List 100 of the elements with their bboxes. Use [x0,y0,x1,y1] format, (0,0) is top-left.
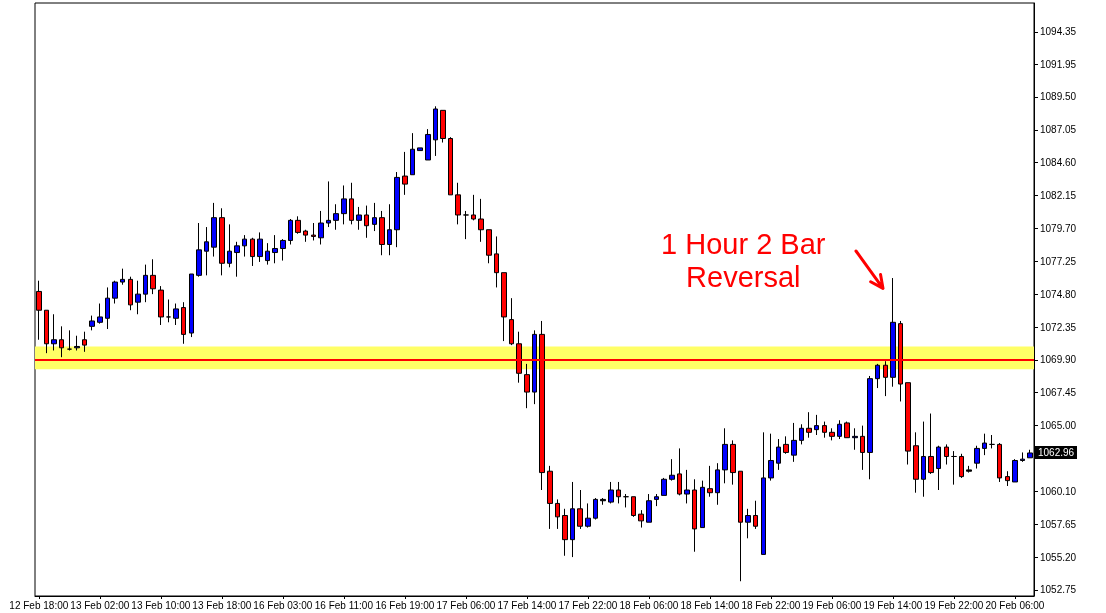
candlestick [425,128,431,161]
candlestick [982,433,987,456]
candlestick [661,477,667,496]
y-tick-label: 1094.35 [1040,26,1077,38]
candlestick [890,277,896,388]
x-tick-label: 13 Feb 10:00 [131,599,191,611]
candlestick [173,303,179,326]
candlestick [448,136,453,196]
candlestick [524,363,530,409]
candlestick [577,489,583,530]
candlestick [1020,451,1025,463]
candlestick [288,218,293,245]
candlestick [761,431,766,555]
y-tick-label: 1091.95 [1040,58,1077,70]
candlestick [600,497,606,506]
candlestick [486,229,492,264]
candlestick [211,202,217,258]
candlestick [959,453,964,479]
candlestick [44,309,49,354]
candlestick [120,268,125,286]
candlestick [509,297,514,346]
candlestick [562,508,568,557]
candlestick [822,421,827,439]
candlestick [433,105,438,157]
candlestick [837,419,842,440]
candlestick [844,421,850,439]
candlestick [654,493,659,507]
candlestick [82,331,87,353]
candlestick [112,280,118,305]
candlestick [700,480,705,529]
candlestick [921,421,926,498]
candlestick [59,325,64,358]
x-tick-label: 19 Feb 14:00 [863,599,923,611]
x-tick-label: 18 Feb 06:00 [619,599,679,611]
y-tick-label: 1077.25 [1040,255,1077,267]
candlestick [143,264,148,303]
y-tick-label: 1057.65 [1040,518,1077,530]
candlestick [387,203,392,256]
candlestick [532,329,537,405]
y-tick-label: 1069.90 [1040,354,1077,366]
candlestick [783,435,789,455]
candlestick [478,198,484,243]
x-tick-label: 17 Feb 14:00 [497,599,557,611]
candlestick [852,427,858,451]
candlestick [944,443,949,466]
x-tick-label: 19 Feb 22:00 [924,599,984,611]
candlestick [745,508,751,539]
candlestick [189,273,194,338]
y-tick-label: 1082.15 [1040,190,1077,202]
candlestick [997,442,1002,483]
x-tick-label: 16 Feb 03:00 [253,599,313,611]
candlestick [158,285,164,326]
candlestick [181,301,186,345]
annotation: 1 Hour 2 Bar Reversal [660,227,827,294]
candlestick [135,280,141,315]
candlestick [692,478,697,553]
x-tick-label: 16 Feb 19:00 [375,599,435,611]
candlestick [875,363,880,389]
candlestick [829,427,835,441]
candlestick [364,205,369,239]
candlestick [1005,470,1010,487]
x-tick-label: 20 Feb 06:00 [985,599,1045,611]
candlestick [204,226,209,276]
candlestick [776,438,781,471]
candlestick [555,498,560,530]
candlestick [51,313,57,351]
candlestick [936,445,941,491]
x-tick-label: 13 Feb 18:00 [192,599,252,611]
y-tick-label: 1072.35 [1040,321,1077,333]
candlestick [951,450,957,486]
candlestick [1012,458,1018,483]
candlestick [356,206,362,231]
y-tick-label: 1052.75 [1040,584,1077,596]
candlestick [608,481,614,504]
candlestick [67,329,72,351]
candlestick [280,238,286,262]
candlestick [303,229,308,243]
x-tick-label: 12 Feb 18:00 [9,599,69,611]
candlestick [570,481,575,558]
candlestick [806,411,812,439]
y-tick-label: 1079.70 [1040,222,1077,234]
y-tick-label: 1087.05 [1040,124,1077,136]
candlestick [295,215,301,235]
candlestick [89,315,95,331]
candlestick [707,465,713,498]
x-tick-label: 18 Feb 22:00 [741,599,801,611]
candlestick [410,132,415,176]
candlestick [616,481,621,504]
candlestick [799,423,804,445]
candlestick [150,258,156,295]
candlestick [318,210,324,245]
y-tick-label: 1067.45 [1040,387,1077,399]
y-tick-label: 1084.60 [1040,157,1077,169]
candlestick [638,509,644,529]
candlestick [974,445,980,470]
y-tick-label: 1065.00 [1040,420,1077,432]
candlestick [227,223,232,268]
candlestick [623,493,629,508]
candlestick [265,242,270,266]
candlestick [722,427,728,484]
